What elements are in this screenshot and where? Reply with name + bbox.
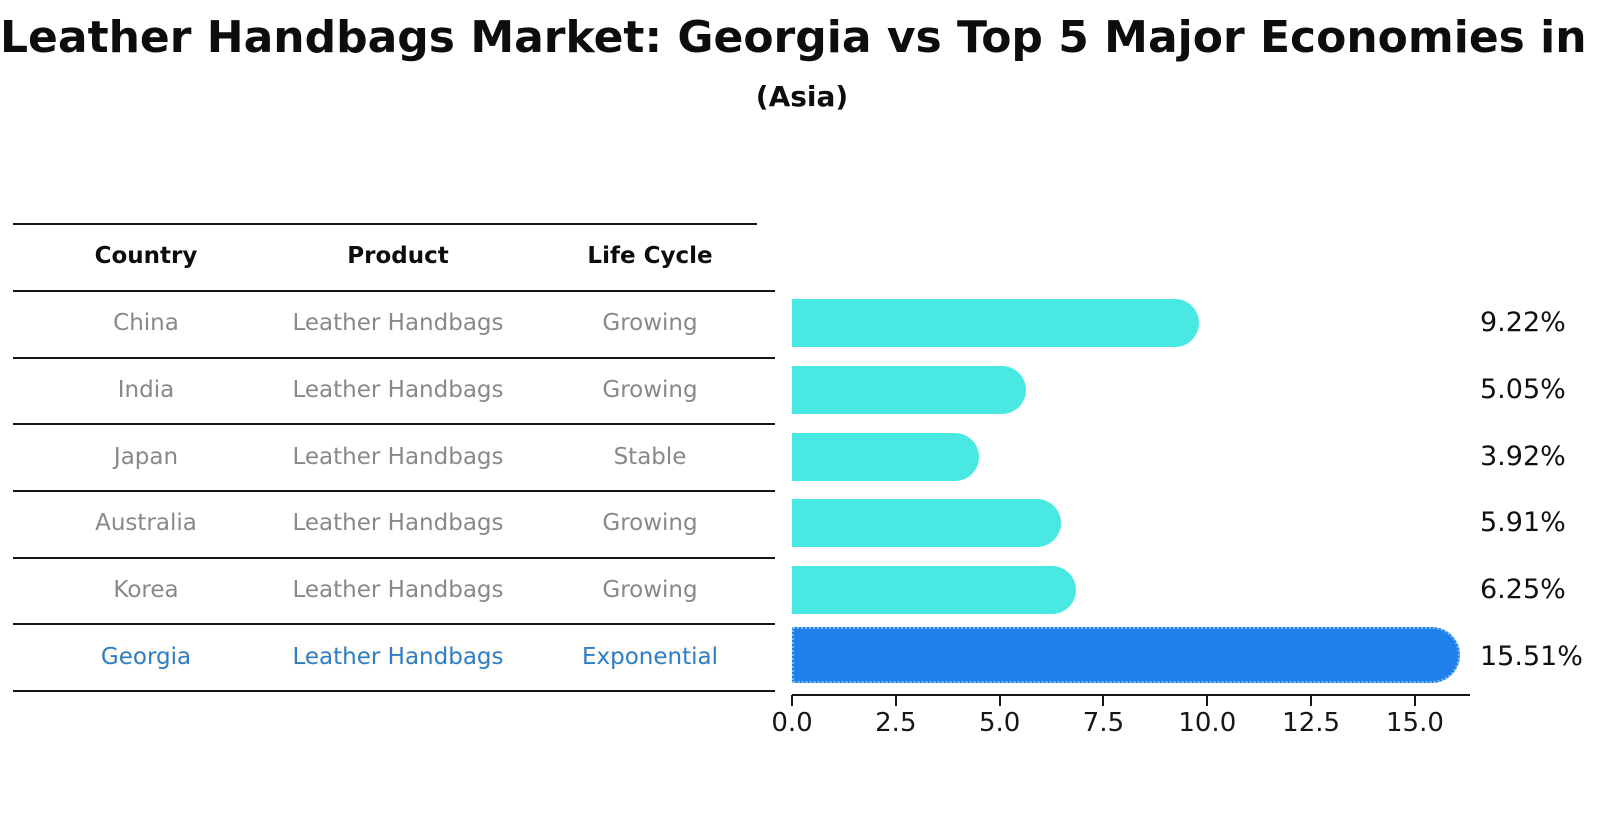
- bar-value-label: 3.92%: [1480, 440, 1566, 472]
- row-separator-line: [13, 690, 757, 692]
- y-axis-tick: [747, 690, 775, 692]
- x-axis-tick-label: 0.0: [771, 708, 813, 738]
- x-axis-tick: [791, 695, 793, 706]
- country-cell: Georgia: [100, 644, 192, 670]
- x-axis-tick: [998, 695, 1001, 706]
- lifecycle-cell: Growing: [602, 310, 698, 336]
- product-cell: Leather Handbags: [292, 510, 504, 536]
- x-axis-tick: [1102, 695, 1105, 706]
- x-axis-tick-label: 7.5: [1082, 708, 1125, 738]
- bar-value-label: 9.22%: [1480, 306, 1566, 338]
- x-axis-tick-label: 15.0: [1385, 708, 1444, 738]
- column-header: Product: [347, 243, 449, 269]
- x-axis-tick: [1310, 695, 1313, 706]
- y-axis-tick: [747, 357, 775, 359]
- x-axis-tick-label: 10.0: [1178, 708, 1237, 738]
- bar: [792, 499, 1062, 547]
- y-axis-tick: [747, 290, 775, 292]
- chart-title: Leather Handbags Market: Georgia vs Top …: [0, 12, 1604, 63]
- y-axis-tick: [747, 623, 775, 625]
- bar: [792, 299, 1199, 347]
- product-cell: Leather Handbags: [292, 310, 504, 336]
- y-axis-tick: [747, 557, 775, 559]
- row-separator-line: [13, 557, 757, 559]
- bar-value-label: 5.91%: [1480, 506, 1566, 538]
- x-axis-tick-label: 2.5: [875, 708, 917, 738]
- bar-value-label: 5.05%: [1480, 373, 1566, 405]
- row-separator-line: [13, 423, 757, 425]
- row-separator-line: [13, 290, 757, 292]
- lifecycle-cell: Growing: [602, 377, 698, 403]
- bar-value-label: 15.51%: [1480, 640, 1583, 672]
- country-cell: India: [117, 377, 175, 403]
- bar: [792, 433, 979, 481]
- product-cell: Leather Handbags: [292, 577, 504, 603]
- column-header: Country: [94, 243, 198, 269]
- product-cell: Leather Handbags: [292, 377, 504, 403]
- country-cell: Korea: [113, 577, 179, 603]
- country-cell: Japan: [113, 444, 179, 470]
- country-cell: Australia: [95, 510, 197, 536]
- lifecycle-cell: Stable: [613, 444, 687, 470]
- row-separator-line: [13, 623, 757, 625]
- bar: [792, 366, 1026, 414]
- row-separator-line: [13, 490, 757, 492]
- x-axis-tick: [1413, 695, 1416, 706]
- y-axis-tick: [747, 490, 775, 492]
- row-separator-line: [13, 223, 757, 225]
- bar: [792, 566, 1076, 614]
- product-cell: Leather Handbags: [292, 444, 504, 470]
- highlight-bar: [792, 627, 1461, 683]
- country-cell: China: [113, 310, 179, 336]
- bar-value-label: 6.25%: [1480, 573, 1566, 605]
- x-axis-tick-label: 5.0: [978, 708, 1021, 738]
- lifecycle-cell: Growing: [602, 510, 698, 536]
- chart-subtitle: (Asia): [755, 80, 849, 113]
- x-axis-tick-label: 12.5: [1282, 708, 1341, 738]
- x-axis-tick: [894, 695, 897, 706]
- lifecycle-cell: Exponential: [581, 644, 719, 670]
- x-axis-tick: [1206, 695, 1209, 706]
- lifecycle-cell: Growing: [602, 577, 698, 603]
- y-axis-tick: [747, 423, 775, 425]
- column-header: Life Cycle: [587, 243, 713, 269]
- x-axis-line: [792, 694, 1470, 696]
- product-cell: Leather Handbags: [292, 644, 504, 670]
- row-separator-line: [13, 357, 757, 359]
